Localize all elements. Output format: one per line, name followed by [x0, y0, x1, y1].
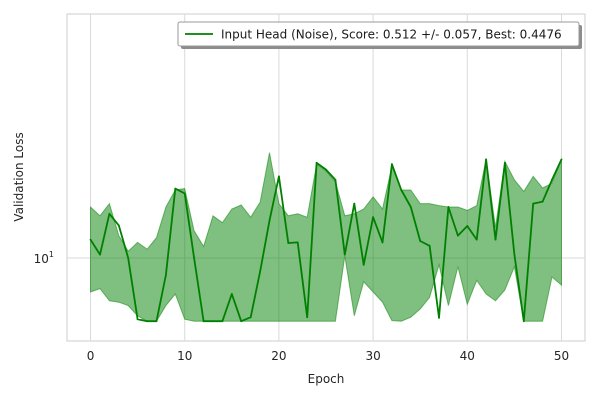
data-point: [212, 320, 214, 323]
x-axis-label: Epoch: [308, 372, 345, 386]
data-point: [127, 257, 130, 259]
data-point: [391, 163, 393, 166]
data-point: [541, 200, 544, 203]
legend: Input Head (Noise), Score: 0.512 +/- 0.0…: [177, 21, 582, 49]
data-point: [334, 178, 337, 181]
y-tick-label: 101: [34, 250, 54, 266]
data-point: [146, 320, 149, 323]
data-point: [99, 253, 101, 256]
data-point: [89, 238, 92, 241]
data-point: [353, 202, 356, 205]
data-point: [532, 202, 535, 205]
x-tick-label: 30: [365, 349, 380, 363]
data-point: [221, 320, 224, 323]
data-point: [400, 189, 403, 191]
line-layer: [89, 158, 563, 323]
data-point: [485, 158, 487, 161]
data-point: [136, 318, 139, 321]
data-point: [381, 241, 384, 244]
y-tick-exponent: 1: [49, 250, 54, 259]
data-point: [325, 168, 327, 171]
data-point: [362, 263, 365, 266]
data-point: [466, 225, 469, 227]
data-point: [315, 161, 318, 164]
x-tick-label: 10: [177, 349, 192, 363]
data-point: [504, 161, 506, 164]
data-point: [249, 316, 252, 319]
data-point: [409, 206, 412, 208]
data-point: [560, 158, 563, 161]
data-point: [240, 320, 243, 323]
data-point: [522, 320, 525, 323]
data-point: [193, 257, 196, 259]
data-point: [551, 178, 553, 181]
data-point: [287, 242, 290, 244]
data-point: [428, 244, 431, 247]
x-tick-label: 0: [87, 349, 95, 363]
data-point: [108, 212, 111, 215]
data-point: [296, 241, 299, 244]
data-point: [419, 240, 422, 242]
legend-entry: Input Head (Noise), Score: 0.512 +/- 0.0…: [221, 28, 562, 42]
y-axis-label: Validation Loss: [12, 132, 26, 221]
data-point: [183, 192, 186, 195]
x-tick-label: 20: [271, 349, 286, 363]
data-point: [117, 224, 120, 227]
data-point: [268, 219, 271, 222]
data-point: [259, 270, 261, 273]
data-point: [513, 253, 516, 256]
data-point: [174, 187, 177, 190]
data-point: [165, 274, 167, 276]
data-point: [306, 316, 309, 319]
data-point: [438, 316, 440, 319]
data-point: [278, 175, 280, 178]
data-point: [494, 238, 497, 241]
data-point: [372, 216, 374, 219]
data-point: [447, 206, 450, 208]
data-point: [475, 238, 478, 241]
data-point: [230, 293, 233, 295]
data-point: [457, 234, 459, 237]
data-point: [343, 253, 346, 256]
data-point: [155, 320, 158, 323]
x-tick-label: 50: [554, 349, 569, 363]
data-point: [202, 320, 205, 323]
x-tick-label: 40: [460, 349, 475, 363]
legend-box: [177, 21, 580, 47]
